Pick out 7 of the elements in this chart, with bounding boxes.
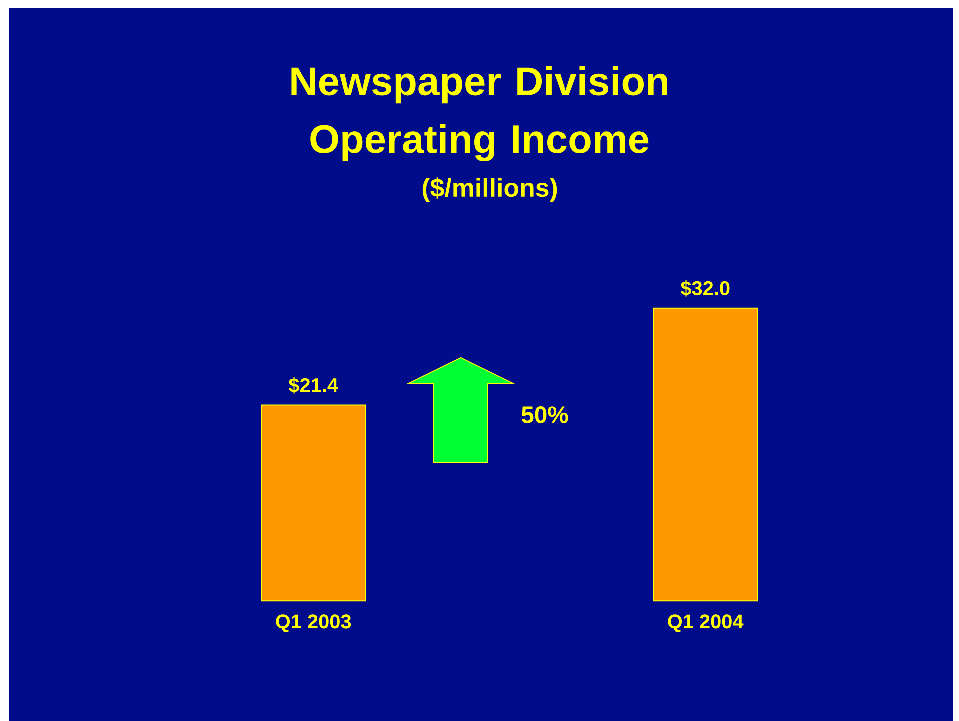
chart-title: Newspaper Division Operating Income	[292, 66, 668, 162]
data-label: $21.4	[288, 378, 338, 394]
x-tick-label: Q1 2003	[276, 614, 352, 632]
annotation: 50%	[522, 406, 568, 424]
data-label: $32.0	[680, 280, 730, 297]
chart-subtitle: ($/millions)	[422, 178, 558, 202]
x-tick-label: Q1 2004	[668, 614, 744, 632]
